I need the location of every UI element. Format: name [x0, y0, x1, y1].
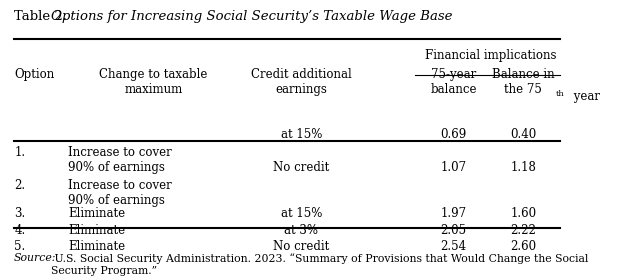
Text: Eliminate: Eliminate: [68, 224, 125, 237]
Text: 5.: 5.: [14, 240, 25, 253]
Text: Increase to cover
90% of earnings: Increase to cover 90% of earnings: [68, 179, 172, 207]
Text: Options for Increasing Social Security’s Taxable Wage Base: Options for Increasing Social Security’s…: [51, 10, 453, 23]
Text: at 15%: at 15%: [281, 128, 322, 141]
Text: year: year: [571, 90, 601, 103]
Text: 1.18: 1.18: [510, 161, 536, 174]
Text: 2.: 2.: [14, 179, 25, 192]
Text: Balance in
the 75: Balance in the 75: [492, 68, 555, 96]
Text: Eliminate: Eliminate: [68, 207, 125, 220]
Text: 2.54: 2.54: [440, 240, 467, 253]
Text: No credit: No credit: [274, 240, 330, 253]
Text: 2.22: 2.22: [510, 224, 536, 237]
Text: Credit additional
earnings: Credit additional earnings: [251, 68, 352, 96]
Text: Increase to cover
90% of earnings: Increase to cover 90% of earnings: [68, 146, 172, 174]
Text: 0.40: 0.40: [510, 128, 537, 141]
Text: Table 2.: Table 2.: [14, 10, 72, 23]
Text: 4.: 4.: [14, 224, 25, 237]
Text: 2.60: 2.60: [510, 240, 537, 253]
Text: 2.05: 2.05: [440, 224, 467, 237]
Text: 1.07: 1.07: [440, 161, 467, 174]
Text: No credit: No credit: [274, 161, 330, 174]
Text: 0.69: 0.69: [440, 128, 467, 141]
Text: at 3%: at 3%: [284, 224, 318, 237]
Text: Eliminate: Eliminate: [68, 240, 125, 253]
Text: 75-year
balance: 75-year balance: [430, 68, 477, 96]
Text: 1.: 1.: [14, 146, 25, 159]
Text: 3.: 3.: [14, 207, 25, 220]
Text: Financial implications: Financial implications: [425, 49, 556, 62]
Text: at 15%: at 15%: [281, 207, 322, 220]
Text: Option: Option: [14, 68, 54, 81]
Text: th: th: [556, 90, 565, 98]
Text: Source:: Source:: [14, 253, 57, 263]
Text: U.S. Social Security Administration. 2023. “Summary of Provisions that Would Cha: U.S. Social Security Administration. 202…: [51, 253, 589, 276]
Text: 1.97: 1.97: [440, 207, 467, 220]
Text: 1.60: 1.60: [510, 207, 537, 220]
Text: Change to taxable
maximum: Change to taxable maximum: [99, 68, 208, 96]
